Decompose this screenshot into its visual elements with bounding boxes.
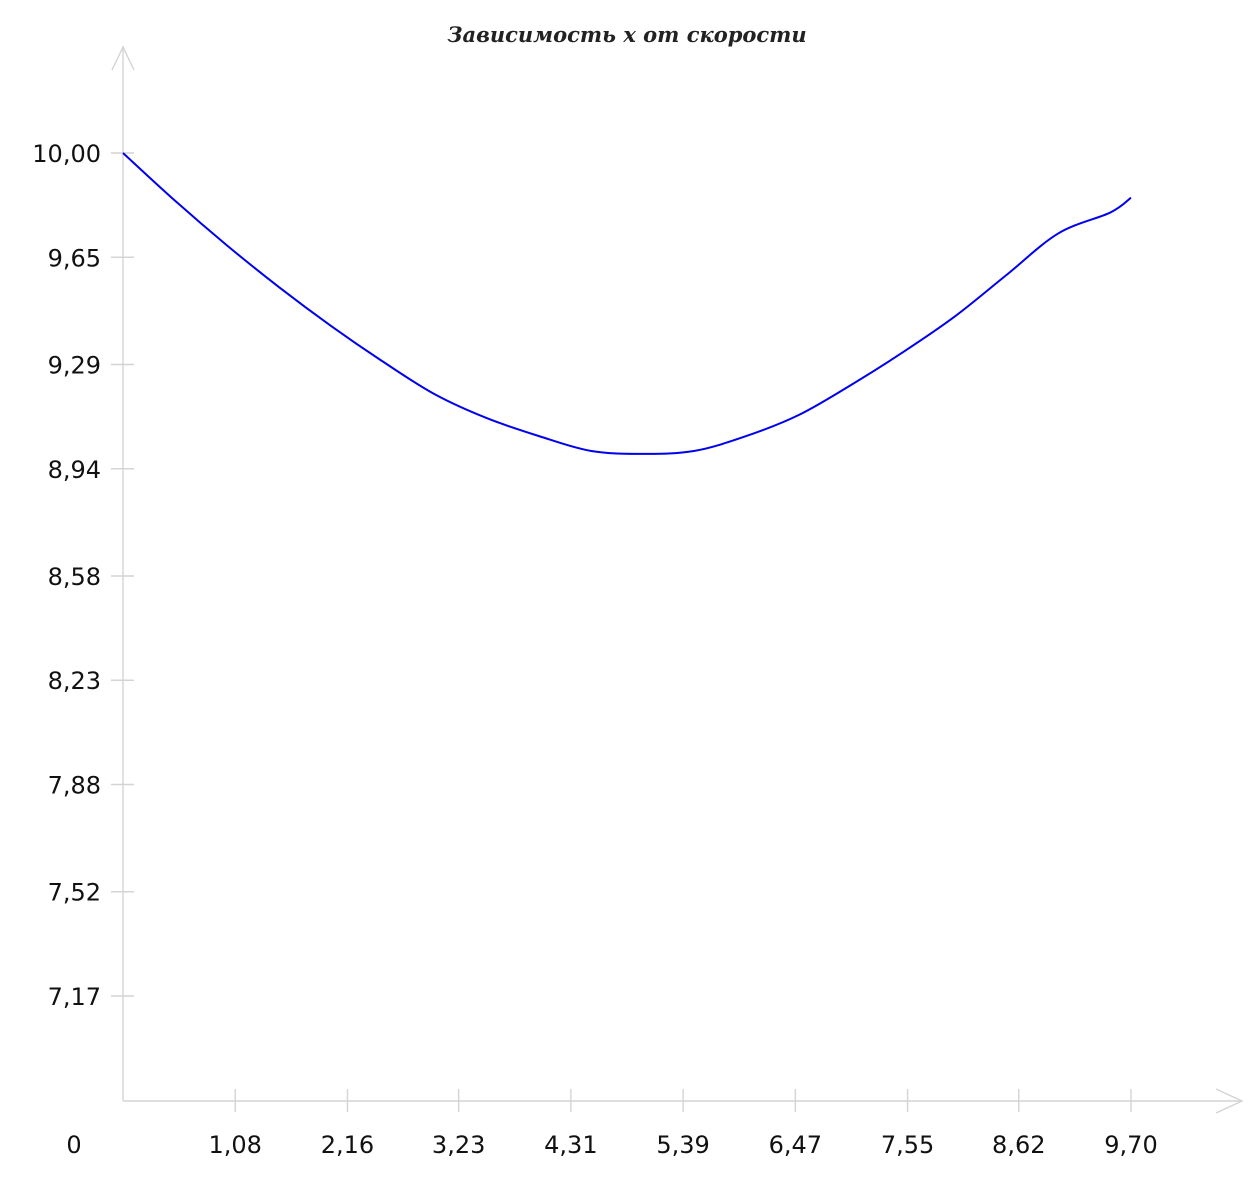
x-tick-label: 4,31 <box>544 1131 597 1159</box>
x-tick-label: 7,55 <box>881 1131 934 1159</box>
y-tick-label: 8,58 <box>48 563 101 591</box>
y-tick-label: 7,52 <box>48 879 101 907</box>
y-tick-label: 8,94 <box>48 456 101 484</box>
y-tick-label: 7,88 <box>48 772 101 800</box>
x-tick-label: 1,08 <box>209 1131 262 1159</box>
x-ticks: 1,08 2,16 3,23 4,31 5,39 6,47 7,55 8,62 9,70 <box>209 1089 1158 1159</box>
x-tick-label: 3,23 <box>432 1131 485 1159</box>
x-axis-arrow <box>1215 1088 1244 1114</box>
x-tick-label: 5,39 <box>656 1131 709 1159</box>
y-tick-label: 7,17 <box>48 983 101 1011</box>
y-tick-label: 9,65 <box>48 244 101 272</box>
origin-label: 0 <box>66 1131 81 1159</box>
y-tick-label: 9,29 <box>48 351 101 379</box>
y-axis-arrow <box>111 45 135 71</box>
x-tick-label: 9,70 <box>1104 1131 1157 1159</box>
chart-title: Зависимость x от скорости <box>447 22 806 47</box>
y-tick-label: 10,00 <box>32 140 101 168</box>
series-line <box>122 152 1132 455</box>
y-ticks: 10,00 9,65 9,29 8,94 8,58 8,23 7,88 7,52 7,17 <box>32 140 134 1011</box>
y-tick-label: 8,23 <box>48 667 101 695</box>
x-tick-label: 8,62 <box>992 1131 1045 1159</box>
series-layer <box>122 152 1132 455</box>
x-tick-label: 6,47 <box>769 1131 822 1159</box>
x-tick-label: 2,16 <box>321 1131 374 1159</box>
